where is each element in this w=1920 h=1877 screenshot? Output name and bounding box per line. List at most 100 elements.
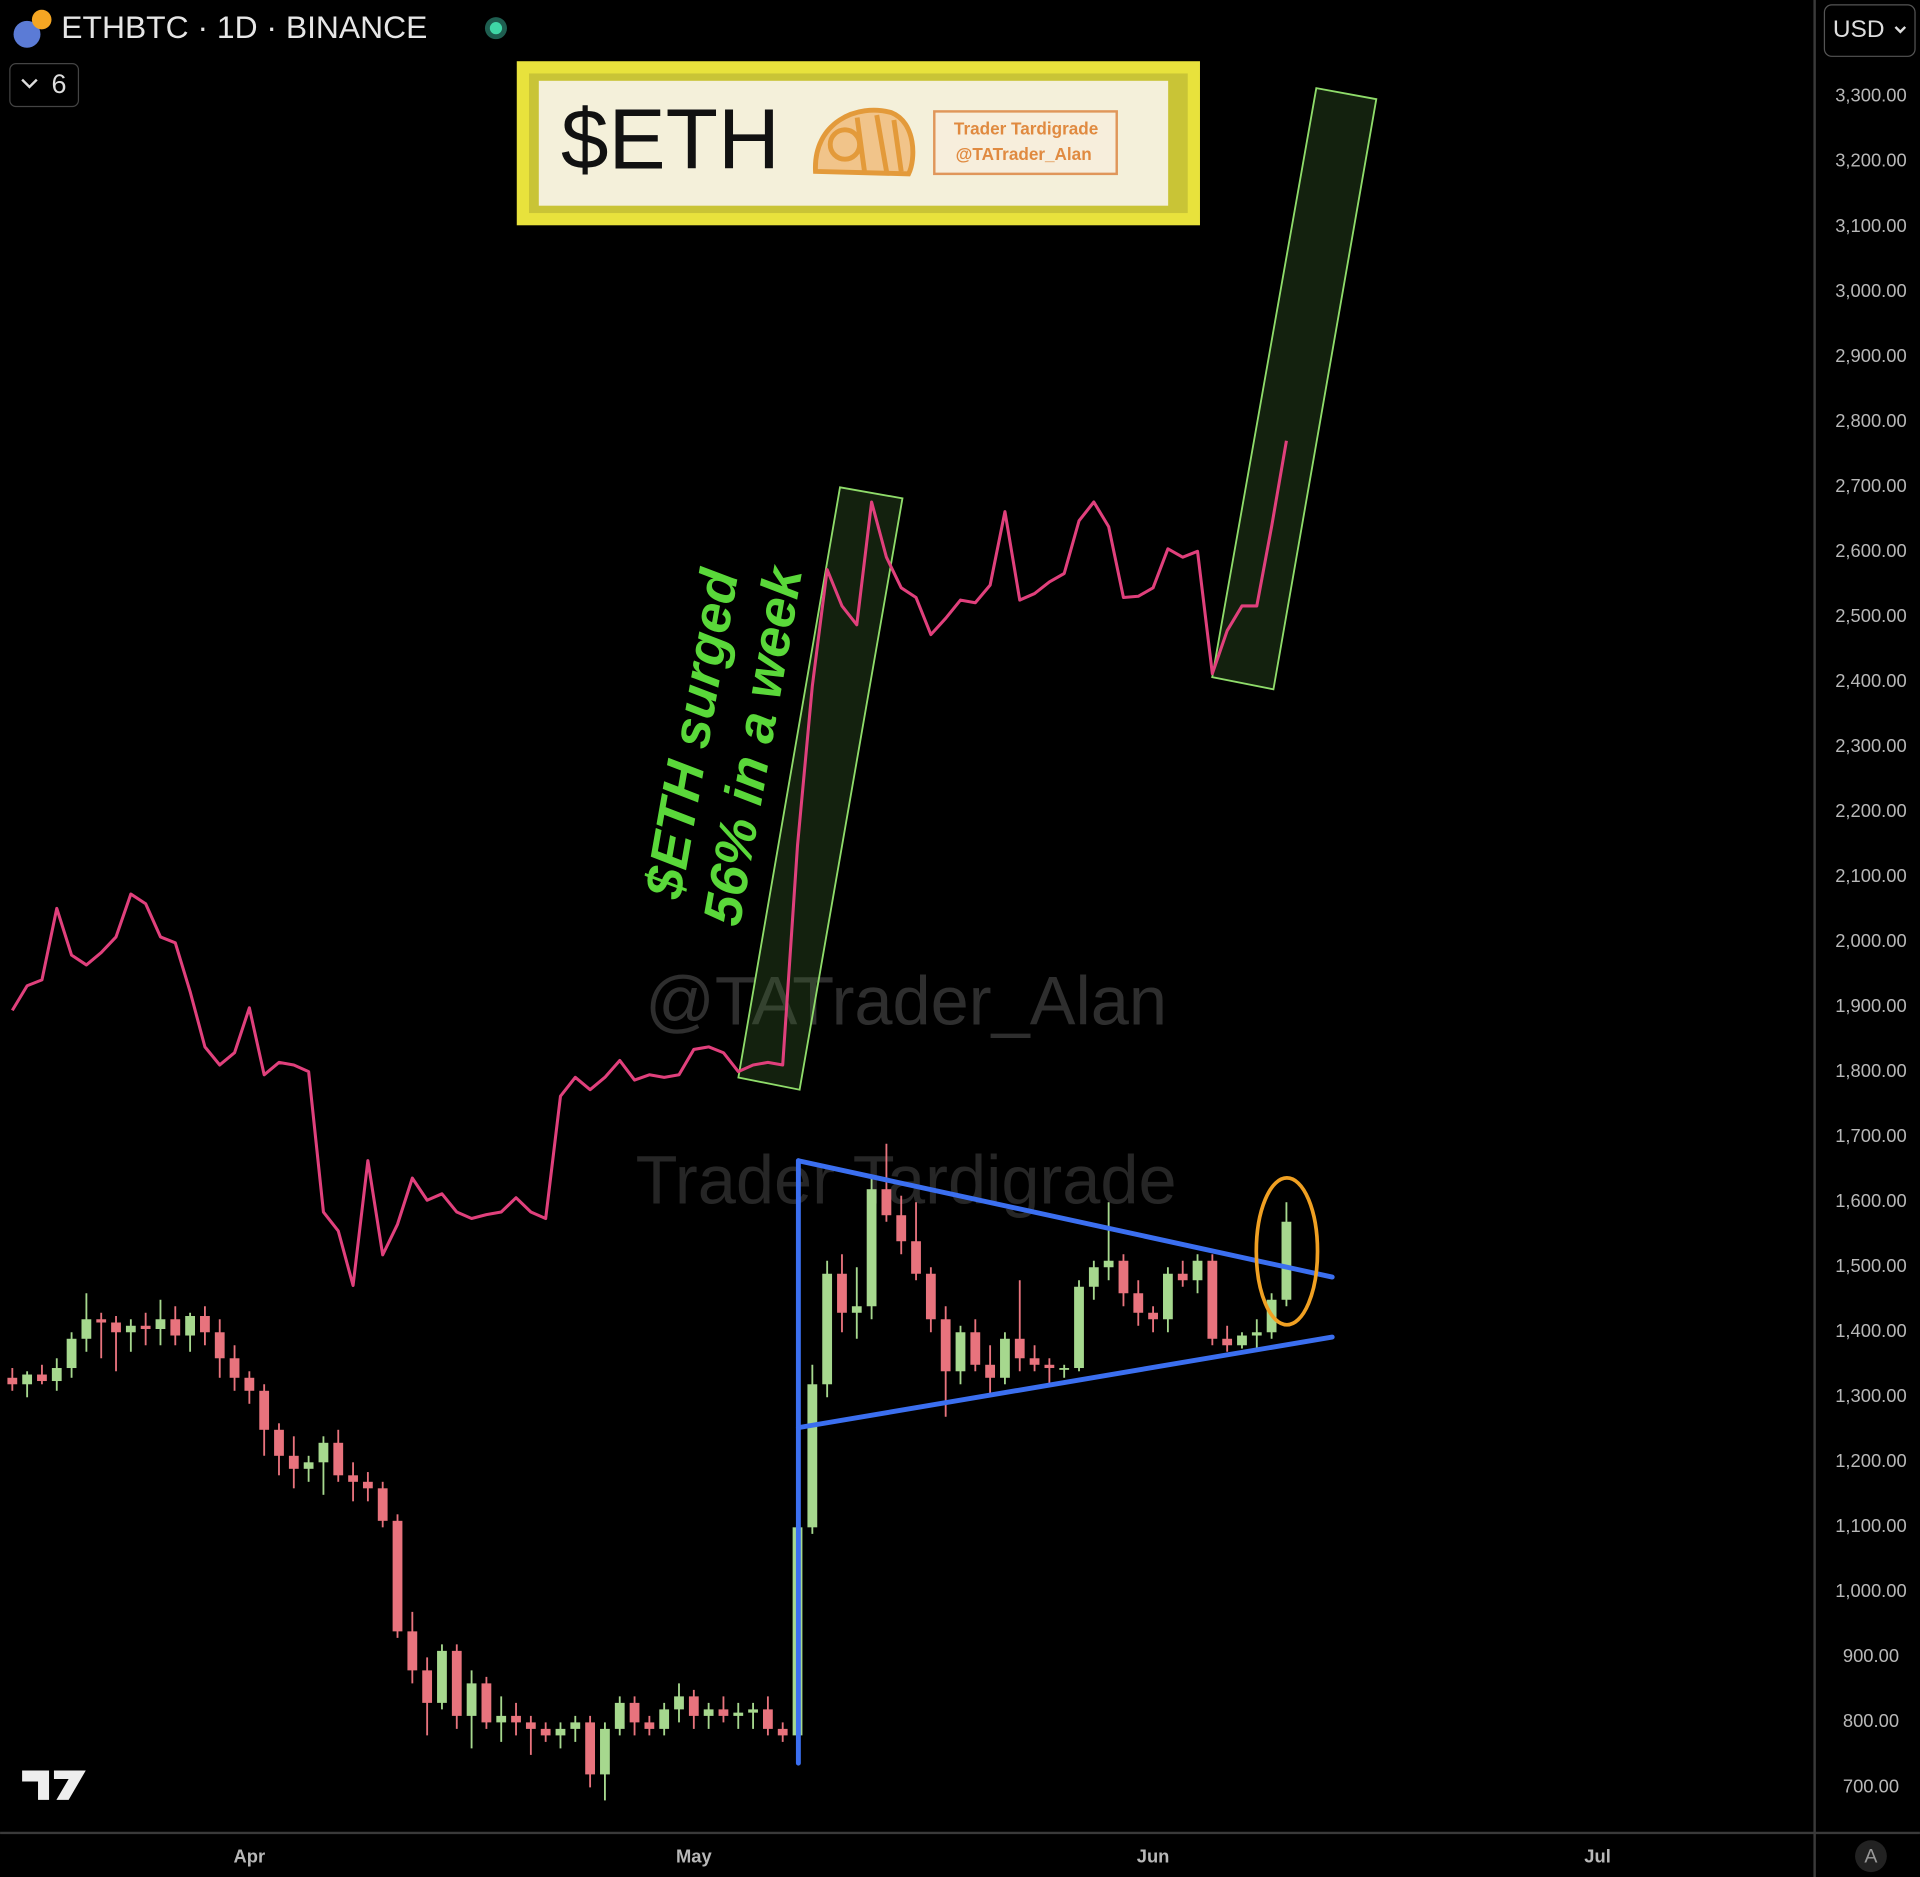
banner-title: $ETH [561, 91, 780, 187]
y-tick-label: 2,700.00 [1835, 475, 1906, 496]
candle-body [1148, 1312, 1158, 1320]
candle-body [955, 1332, 966, 1372]
candle-body [155, 1319, 166, 1330]
candle-body [37, 1374, 47, 1382]
candle-body [570, 1722, 581, 1729]
watermark: Trader Tardigrade [636, 1141, 1177, 1218]
y-tick-label: 2,300.00 [1835, 735, 1906, 756]
candle-body [1222, 1338, 1233, 1346]
y-tick-label: 3,300.00 [1835, 85, 1906, 106]
y-tick-label: 2,900.00 [1835, 345, 1906, 366]
candle-body [585, 1722, 596, 1775]
chevron [1894, 26, 1907, 34]
candle-body [303, 1462, 314, 1469]
y-tick-label: 1,700.00 [1835, 1125, 1906, 1146]
y-tick-label: 1,800.00 [1835, 1060, 1906, 1081]
candle-body [1207, 1260, 1218, 1339]
candle-body [896, 1215, 907, 1242]
x-tick-label: Jul [1584, 1845, 1611, 1866]
highlight-box [737, 486, 904, 1091]
candle-body [422, 1670, 433, 1703]
candle-body [837, 1273, 847, 1313]
candle-body [437, 1650, 447, 1703]
highlight-box [1211, 87, 1378, 691]
candle-body [348, 1475, 358, 1482]
chevron [21, 78, 38, 89]
candle-body [985, 1364, 996, 1378]
candle-body [1014, 1338, 1025, 1359]
x-tick-label: Apr [234, 1845, 266, 1866]
candle-body [466, 1683, 477, 1716]
candle-body [940, 1319, 951, 1372]
candle-body [140, 1325, 151, 1330]
credit-name: Trader Tardigrade [954, 118, 1098, 138]
candle-body [22, 1374, 33, 1385]
candle-body [1281, 1221, 1292, 1300]
candle-body [81, 1319, 92, 1339]
candle-body [540, 1728, 551, 1736]
candle-body [525, 1722, 536, 1729]
indicator-toggle[interactable] [9, 63, 80, 108]
indicator-count: 6 [51, 69, 66, 99]
header: ETHBTC · 1D · BINANCE 6 USD [9, 4, 1916, 108]
candle-body [1192, 1260, 1203, 1281]
trendline [795, 1334, 1335, 1431]
credit-box [933, 110, 1118, 176]
candle-body [600, 1728, 610, 1775]
y-tick-label: 3,000.00 [1835, 280, 1906, 301]
breakout-circle [1254, 1176, 1320, 1327]
y-tick-label: 1,400.00 [1835, 1320, 1906, 1341]
candle-body [185, 1316, 195, 1336]
candle-body [288, 1455, 299, 1469]
price-line [11, 440, 1288, 1288]
candle-body [377, 1488, 388, 1521]
candle-body [1059, 1368, 1070, 1370]
candle-body [748, 1709, 758, 1713]
y-tick-label: 1,000.00 [1835, 1580, 1906, 1601]
y-tick-label: 700.00 [1843, 1775, 1899, 1796]
watermark: @TATrader_Alan [645, 963, 1167, 1040]
candle-body [733, 1712, 744, 1716]
candle-body [1088, 1267, 1099, 1287]
eth-icon [13, 20, 41, 48]
x-tick-label: May [676, 1845, 713, 1866]
y-tick-label: 2,100.00 [1835, 865, 1906, 886]
candle-body [762, 1709, 773, 1729]
candle-body [200, 1316, 210, 1333]
credit-handle: @TATrader_Alan [956, 144, 1092, 164]
candle-body [718, 1709, 729, 1716]
tardigrade-icon [813, 107, 916, 177]
candle-body [51, 1368, 62, 1382]
y-tick-label: 1,100.00 [1835, 1515, 1906, 1536]
y-tick-label: 2,800.00 [1835, 410, 1906, 431]
candle-body [66, 1338, 77, 1369]
y-tick-label: 2,000.00 [1835, 930, 1906, 951]
currency-button[interactable] [1823, 4, 1916, 57]
trendline [795, 1158, 1335, 1280]
y-tick-label: 900.00 [1843, 1645, 1899, 1666]
auto-scale-button[interactable] [1855, 1840, 1887, 1873]
candle-body [822, 1273, 833, 1385]
y-tick-label: 1,900.00 [1835, 995, 1906, 1016]
banner: $ETH Trader Tardigrade @TATrader_Alan [516, 61, 1200, 226]
candle-body [777, 1728, 788, 1736]
y-tick-label: 2,600.00 [1835, 540, 1906, 561]
candle-body [1074, 1286, 1084, 1369]
candle-body [1163, 1273, 1173, 1320]
candle-body [851, 1306, 862, 1313]
candle-body [111, 1322, 121, 1333]
candle-body [629, 1702, 640, 1723]
candle-body [866, 1189, 877, 1307]
candle-body [659, 1709, 670, 1729]
candle-body [911, 1241, 921, 1274]
candle-body [1177, 1273, 1188, 1281]
candle-body [644, 1722, 655, 1729]
candle-body [1103, 1260, 1114, 1268]
candle-body [451, 1650, 462, 1716]
candle-body [703, 1709, 714, 1716]
candle-body [244, 1377, 255, 1391]
auto-scale-label: A [1864, 1846, 1878, 1868]
